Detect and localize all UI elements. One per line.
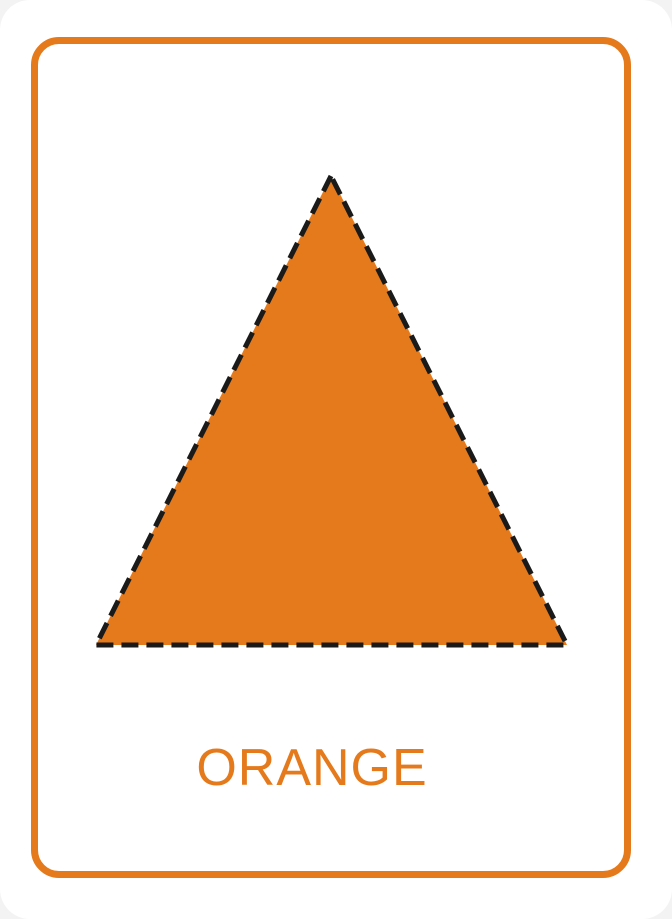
triangle-fill — [96, 176, 567, 645]
triangle-dashed-outline — [93, 173, 570, 648]
color-label: ORANGE — [196, 739, 428, 797]
